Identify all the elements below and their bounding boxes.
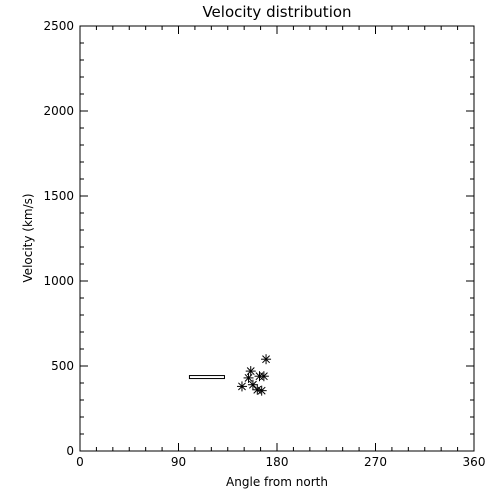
data-marks [188, 354, 272, 396]
axis-tick-labels: 0 90 180 270 360 0 500 1000 1500 2000 2500 [43, 19, 485, 469]
y-tick-label: 0 [66, 444, 74, 458]
range-bar-marker [188, 375, 225, 380]
y-tick-label: 2000 [43, 104, 74, 118]
x-axis-label: Angle from north [226, 475, 328, 489]
chart-title: Velocity distribution [202, 3, 351, 21]
asterisk-marker [245, 366, 256, 377]
y-tick-label: 1500 [43, 189, 74, 203]
y-tick-label: 1000 [43, 274, 74, 288]
asterisk-marker [247, 379, 258, 390]
x-tick-label: 360 [463, 455, 486, 469]
asterisk-marker [243, 372, 254, 383]
axis-ticks [79, 25, 475, 452]
asterisk-marker [236, 381, 247, 392]
plot-frame [79, 25, 475, 452]
y-tick-label: 500 [51, 359, 74, 373]
asterisk-marker [261, 354, 272, 365]
y-axis-label: Velocity (km/s) [21, 193, 35, 282]
asterisk-marker [258, 371, 269, 382]
x-tick-label: 90 [171, 455, 186, 469]
x-tick-label: 180 [266, 455, 289, 469]
x-tick-label: 270 [364, 455, 387, 469]
x-tick-label: 0 [76, 455, 84, 469]
asterisk-marker [256, 385, 267, 396]
y-tick-label: 2500 [43, 19, 74, 33]
